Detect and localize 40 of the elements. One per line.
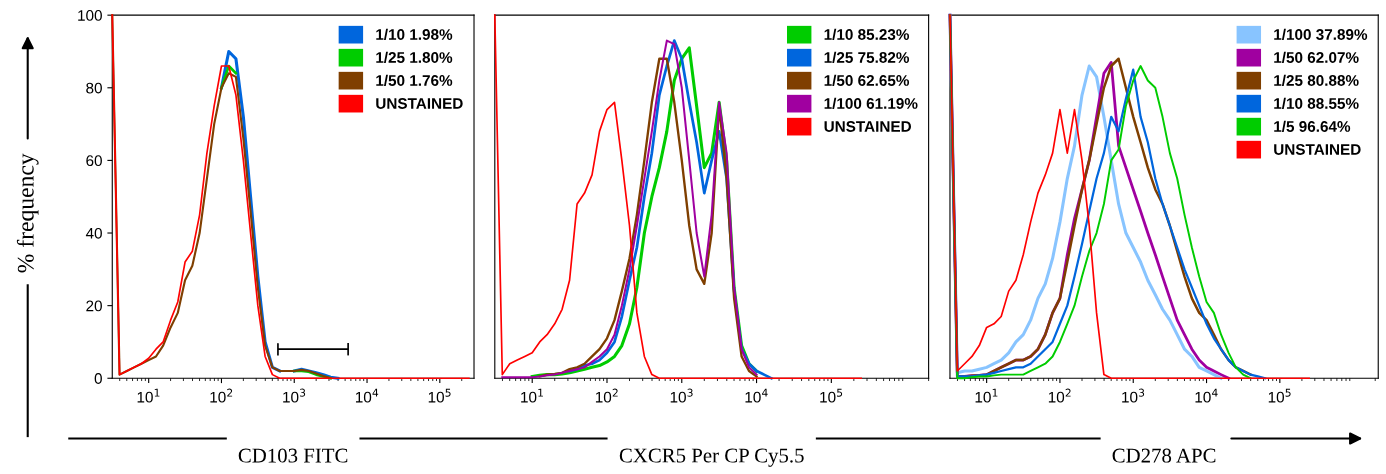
legend-label: 1/10 88.55% bbox=[1274, 97, 1359, 110]
legend-label: 1/100 61.19% bbox=[824, 97, 918, 110]
x-tick-label: 10$^{4}$ bbox=[1195, 388, 1218, 403]
y-tick-label: 100 bbox=[78, 10, 102, 21]
x-tick-label: 10$^{2}$ bbox=[595, 388, 618, 403]
x-axis-title: CD278 APC bbox=[1112, 448, 1216, 463]
legend-label: 1/25 75.82% bbox=[824, 51, 910, 64]
x-tick-label: 10$^{4}$ bbox=[745, 388, 768, 403]
legend-label: 1/100 37.89% bbox=[1274, 28, 1368, 41]
legend-label: 1/50 1.76% bbox=[376, 74, 453, 87]
x-tick-label: 10$^{1}$ bbox=[137, 388, 160, 403]
y-tick-label: 60 bbox=[86, 155, 102, 167]
y-axis-title: % frequency bbox=[16, 153, 39, 273]
y-tick-label: 40 bbox=[85, 227, 102, 239]
y-tick-label: 20 bbox=[86, 300, 102, 312]
legend-label: 1/25 80.88% bbox=[1274, 74, 1359, 87]
legend-label: 1/50 62.65% bbox=[824, 74, 910, 87]
y-tick-label: 0 bbox=[94, 373, 102, 384]
legend-label: 1/10 1.98% bbox=[376, 28, 453, 41]
legend-label: 1/5 96.64% bbox=[1274, 120, 1351, 133]
legend-label: 1/50 62.07% bbox=[1274, 51, 1359, 64]
x-axis-title: CD103 FITC bbox=[238, 448, 348, 463]
x-tick-label: 10$^{3}$ bbox=[670, 388, 693, 403]
x-tick-label: 10$^{1}$ bbox=[975, 388, 998, 403]
x-axis-title: CXCR5 Per CP Cy5.5 bbox=[619, 448, 804, 467]
legend-label: 1/25 1.80% bbox=[376, 51, 453, 64]
x-tick-label: 10$^{2}$ bbox=[210, 388, 233, 403]
legend-label: UNSTAINED bbox=[376, 98, 463, 109]
legend-label: UNSTAINED bbox=[824, 121, 911, 132]
x-tick-label: 10$^{3}$ bbox=[1122, 388, 1145, 403]
y-tick-label: 80 bbox=[86, 82, 102, 94]
x-tick-label: 10$^{5}$ bbox=[820, 388, 843, 403]
x-tick-label: 10$^{2}$ bbox=[1048, 388, 1071, 403]
x-tick-label: 10$^{5}$ bbox=[1268, 388, 1291, 403]
x-tick-label: 10$^{3}$ bbox=[283, 388, 306, 403]
legend-label: 1/10 85.23% bbox=[824, 28, 910, 41]
x-tick-label: 10$^{5}$ bbox=[428, 388, 451, 403]
legend-label: UNSTAINED bbox=[1274, 144, 1361, 155]
x-tick-label: 10$^{1}$ bbox=[521, 388, 543, 403]
x-tick-label: 10$^{4}$ bbox=[355, 388, 379, 403]
